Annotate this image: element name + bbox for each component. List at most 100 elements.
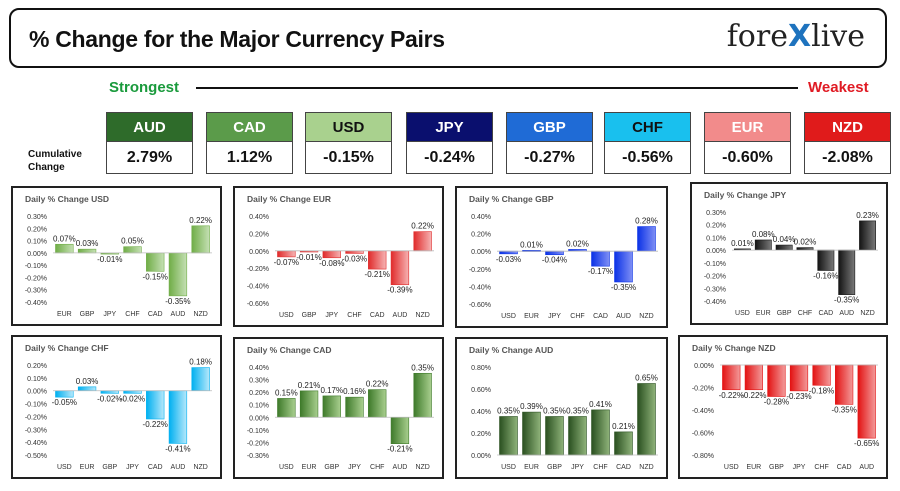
- x-category-label: CHF: [593, 464, 607, 471]
- y-tick-label: -0.60%: [247, 301, 269, 308]
- data-label: 0.22%: [366, 380, 389, 389]
- chart-nzd: Daily % Change NZD 0.00% -0.20% -0.40% -0.60…: [692, 343, 880, 471]
- x-category-label: NZD: [639, 313, 653, 320]
- chart-title: Daily % Change USD: [25, 194, 109, 204]
- data-label: 0.21%: [612, 422, 635, 431]
- x-category-label: JPY: [571, 464, 584, 471]
- x-category-label: CAD: [616, 464, 631, 471]
- currency-code: GBP: [506, 112, 593, 142]
- cumulative-change-label: Cumulative Change: [28, 149, 82, 173]
- y-tick-label: -0.10%: [704, 261, 726, 268]
- x-category-label: CAD: [818, 310, 833, 317]
- data-label: 0.22%: [189, 216, 212, 225]
- data-label: 0.15%: [275, 388, 298, 397]
- currency-code: EUR: [704, 112, 791, 142]
- cumulative-change-value: 1.12%: [206, 142, 293, 174]
- data-label: -0.21%: [387, 445, 412, 454]
- chart-panel-gbp: Daily % Change GBP 0.40% 0.20% 0.00% -0.20% -…: [455, 186, 668, 328]
- y-tick-label: -0.30%: [25, 288, 47, 295]
- cumulative-change-value: -0.56%: [604, 142, 691, 174]
- bar-chf: [812, 364, 831, 386]
- y-tick-label: 0.20%: [471, 431, 491, 438]
- data-label: -0.02%: [97, 394, 122, 403]
- cumulative-change-value: -2.08%: [804, 142, 891, 174]
- data-label: -0.04%: [542, 256, 567, 265]
- bar-nzd: [413, 372, 432, 418]
- y-tick-label: 0.10%: [27, 376, 47, 383]
- x-category-label: EUR: [524, 313, 539, 320]
- x-category-label: USD: [735, 310, 750, 317]
- currency-code: JPY: [406, 112, 493, 142]
- data-label: 0.02%: [566, 239, 589, 248]
- forexlive-logo: foreXlive: [727, 19, 865, 54]
- data-label: 0.16%: [343, 387, 366, 396]
- x-category-label: AUD: [393, 464, 408, 471]
- currency-code: NZD: [804, 112, 891, 142]
- bar-gbp: [775, 244, 793, 251]
- x-category-label: GBP: [302, 312, 317, 319]
- bar-eur: [299, 390, 319, 418]
- y-tick-label: -0.20%: [704, 274, 726, 281]
- y-tick-label: -0.80%: [692, 453, 714, 460]
- x-category-label: GBP: [777, 310, 792, 317]
- bar-jpy: [568, 416, 587, 456]
- y-tick-label: 0.80%: [471, 365, 491, 372]
- data-label: 0.18%: [189, 358, 212, 367]
- data-label: 0.05%: [121, 237, 144, 246]
- bar-eur: [55, 243, 74, 254]
- x-category-label: GBP: [769, 464, 784, 471]
- data-label: 0.04%: [773, 235, 796, 244]
- x-category-label: NZD: [193, 464, 207, 471]
- x-category-label: JPY: [548, 313, 561, 320]
- data-label: -0.35%: [831, 405, 856, 414]
- currency-box-jpy: JPY -0.24%: [406, 112, 493, 176]
- currency-box-chf: CHF -0.56%: [604, 112, 691, 176]
- y-tick-label: -0.50%: [25, 453, 47, 460]
- y-tick-label: -0.60%: [692, 431, 714, 438]
- page-title: % Change for the Major Currency Pairs: [29, 26, 445, 52]
- y-tick-label: 0.00%: [471, 249, 491, 256]
- y-tick-label: -0.40%: [469, 284, 491, 291]
- x-category-label: CAD: [148, 311, 163, 318]
- data-label: 0.02%: [794, 238, 817, 247]
- chart-title: Daily % Change NZD: [692, 343, 776, 353]
- chart-aud: Daily % Change AUD 0.80% 0.60% 0.40% 0.20% 0.…: [469, 345, 658, 471]
- data-label: 0.41%: [589, 400, 612, 409]
- bar-nzd: [637, 226, 656, 252]
- chart-gbp: Daily % Change GBP0.40%0.20%0.00%-0.20%-…: [469, 194, 658, 320]
- x-category-label: JPY: [126, 464, 139, 471]
- bar-usd: [277, 398, 296, 418]
- bar-jpy: [345, 396, 364, 418]
- data-label: 0.35%: [566, 407, 589, 416]
- y-tick-label: 0.20%: [471, 232, 491, 239]
- chart-panel-usd: Daily % Change USD 0.30% 0.20% 0.10% 0.00% -0…: [11, 186, 222, 326]
- y-tick-label: -0.10%: [25, 402, 47, 409]
- y-tick-label: -0.20%: [247, 266, 269, 273]
- chart-panel-jpy: Daily % Change JPY 0.30% 0.20% 0.10% 0.00% -0…: [690, 182, 888, 325]
- y-tick-label: 0.30%: [249, 378, 269, 385]
- bar-nzd: [413, 231, 432, 252]
- bar-cad: [368, 250, 387, 270]
- data-label: 0.08%: [752, 230, 775, 239]
- chart-title: Daily % Change GBP: [469, 194, 554, 204]
- bar-chf: [368, 389, 387, 418]
- x-category-label: NZD: [415, 312, 429, 319]
- x-category-label: CHF: [370, 464, 384, 471]
- y-tick-label: 0.40%: [471, 409, 491, 416]
- bar-gbp: [322, 395, 341, 418]
- x-category-label: CHF: [814, 464, 828, 471]
- x-category-label: EUR: [80, 464, 95, 471]
- data-label: -0.35%: [165, 297, 190, 306]
- bar-aud: [857, 364, 876, 439]
- y-tick-label: 0.00%: [694, 363, 714, 370]
- y-tick-label: 0.10%: [27, 239, 47, 246]
- logo-text-left: fore: [726, 19, 788, 54]
- bar-nzd: [859, 220, 877, 251]
- x-category-label: JPY: [325, 312, 338, 319]
- y-tick-label: 0.10%: [249, 403, 269, 410]
- data-label: -0.22%: [719, 391, 744, 400]
- currency-box-cad: CAD 1.12%: [206, 112, 293, 176]
- x-category-label: CHF: [125, 311, 139, 318]
- data-label: -0.39%: [387, 286, 412, 295]
- x-category-label: AUD: [616, 313, 631, 320]
